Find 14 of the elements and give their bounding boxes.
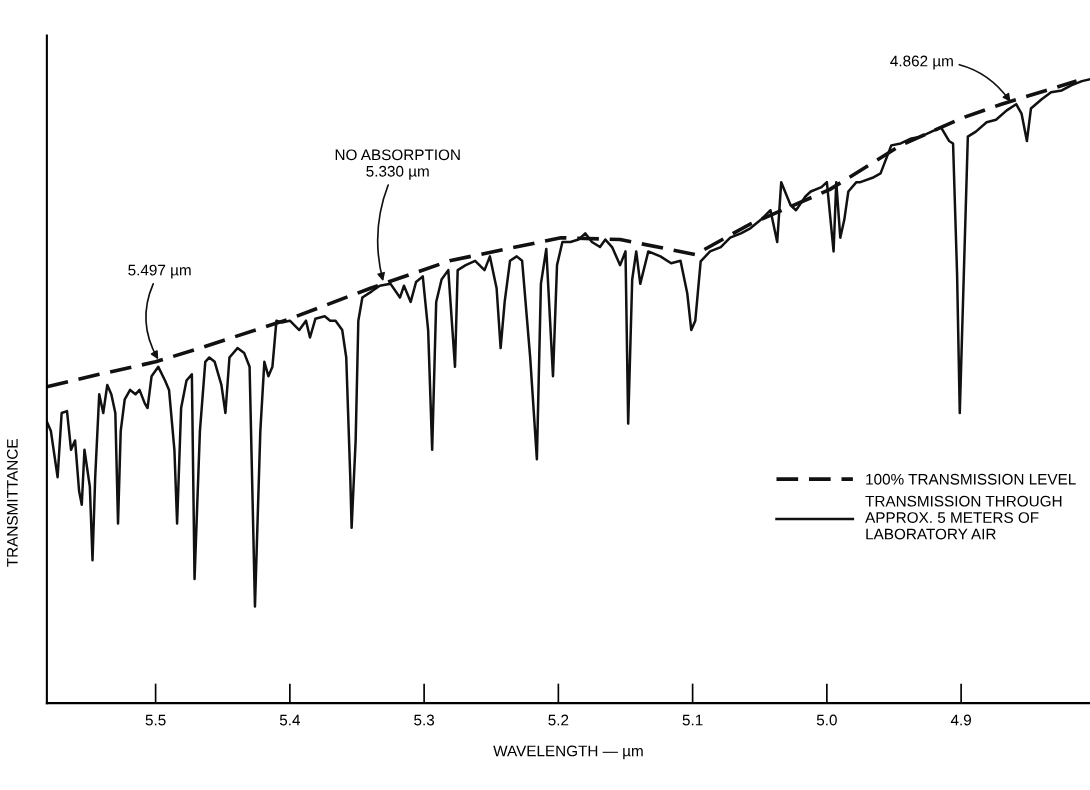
annotation: 4.862 µm bbox=[890, 55, 953, 70]
x-tick-label: 5.4 bbox=[279, 714, 301, 726]
x-tick-label: 5.3 bbox=[414, 714, 435, 726]
x-tick-label: 5.5 bbox=[145, 714, 166, 726]
x-tick-label: 5.0 bbox=[816, 714, 837, 726]
annotation: NO ABSORPTION 5.330 µm bbox=[335, 149, 460, 180]
x-axis-title: WAVELENGTH — µm bbox=[493, 745, 643, 760]
legend-label: TRANSMISSION THROUGH APPROX. 5 METERS OF LABORATORY AIR bbox=[865, 495, 1062, 540]
legend-label: 100% TRANSMISSION LEVEL bbox=[866, 473, 1076, 485]
annotation: 5.497 µm bbox=[128, 264, 191, 279]
y-axis-title: TRANSMITTANCE bbox=[6, 439, 18, 567]
x-tick-label: 5.1 bbox=[682, 714, 703, 726]
x-tick-label: 5.2 bbox=[548, 714, 569, 726]
x-tick-label: 4.9 bbox=[950, 714, 972, 726]
